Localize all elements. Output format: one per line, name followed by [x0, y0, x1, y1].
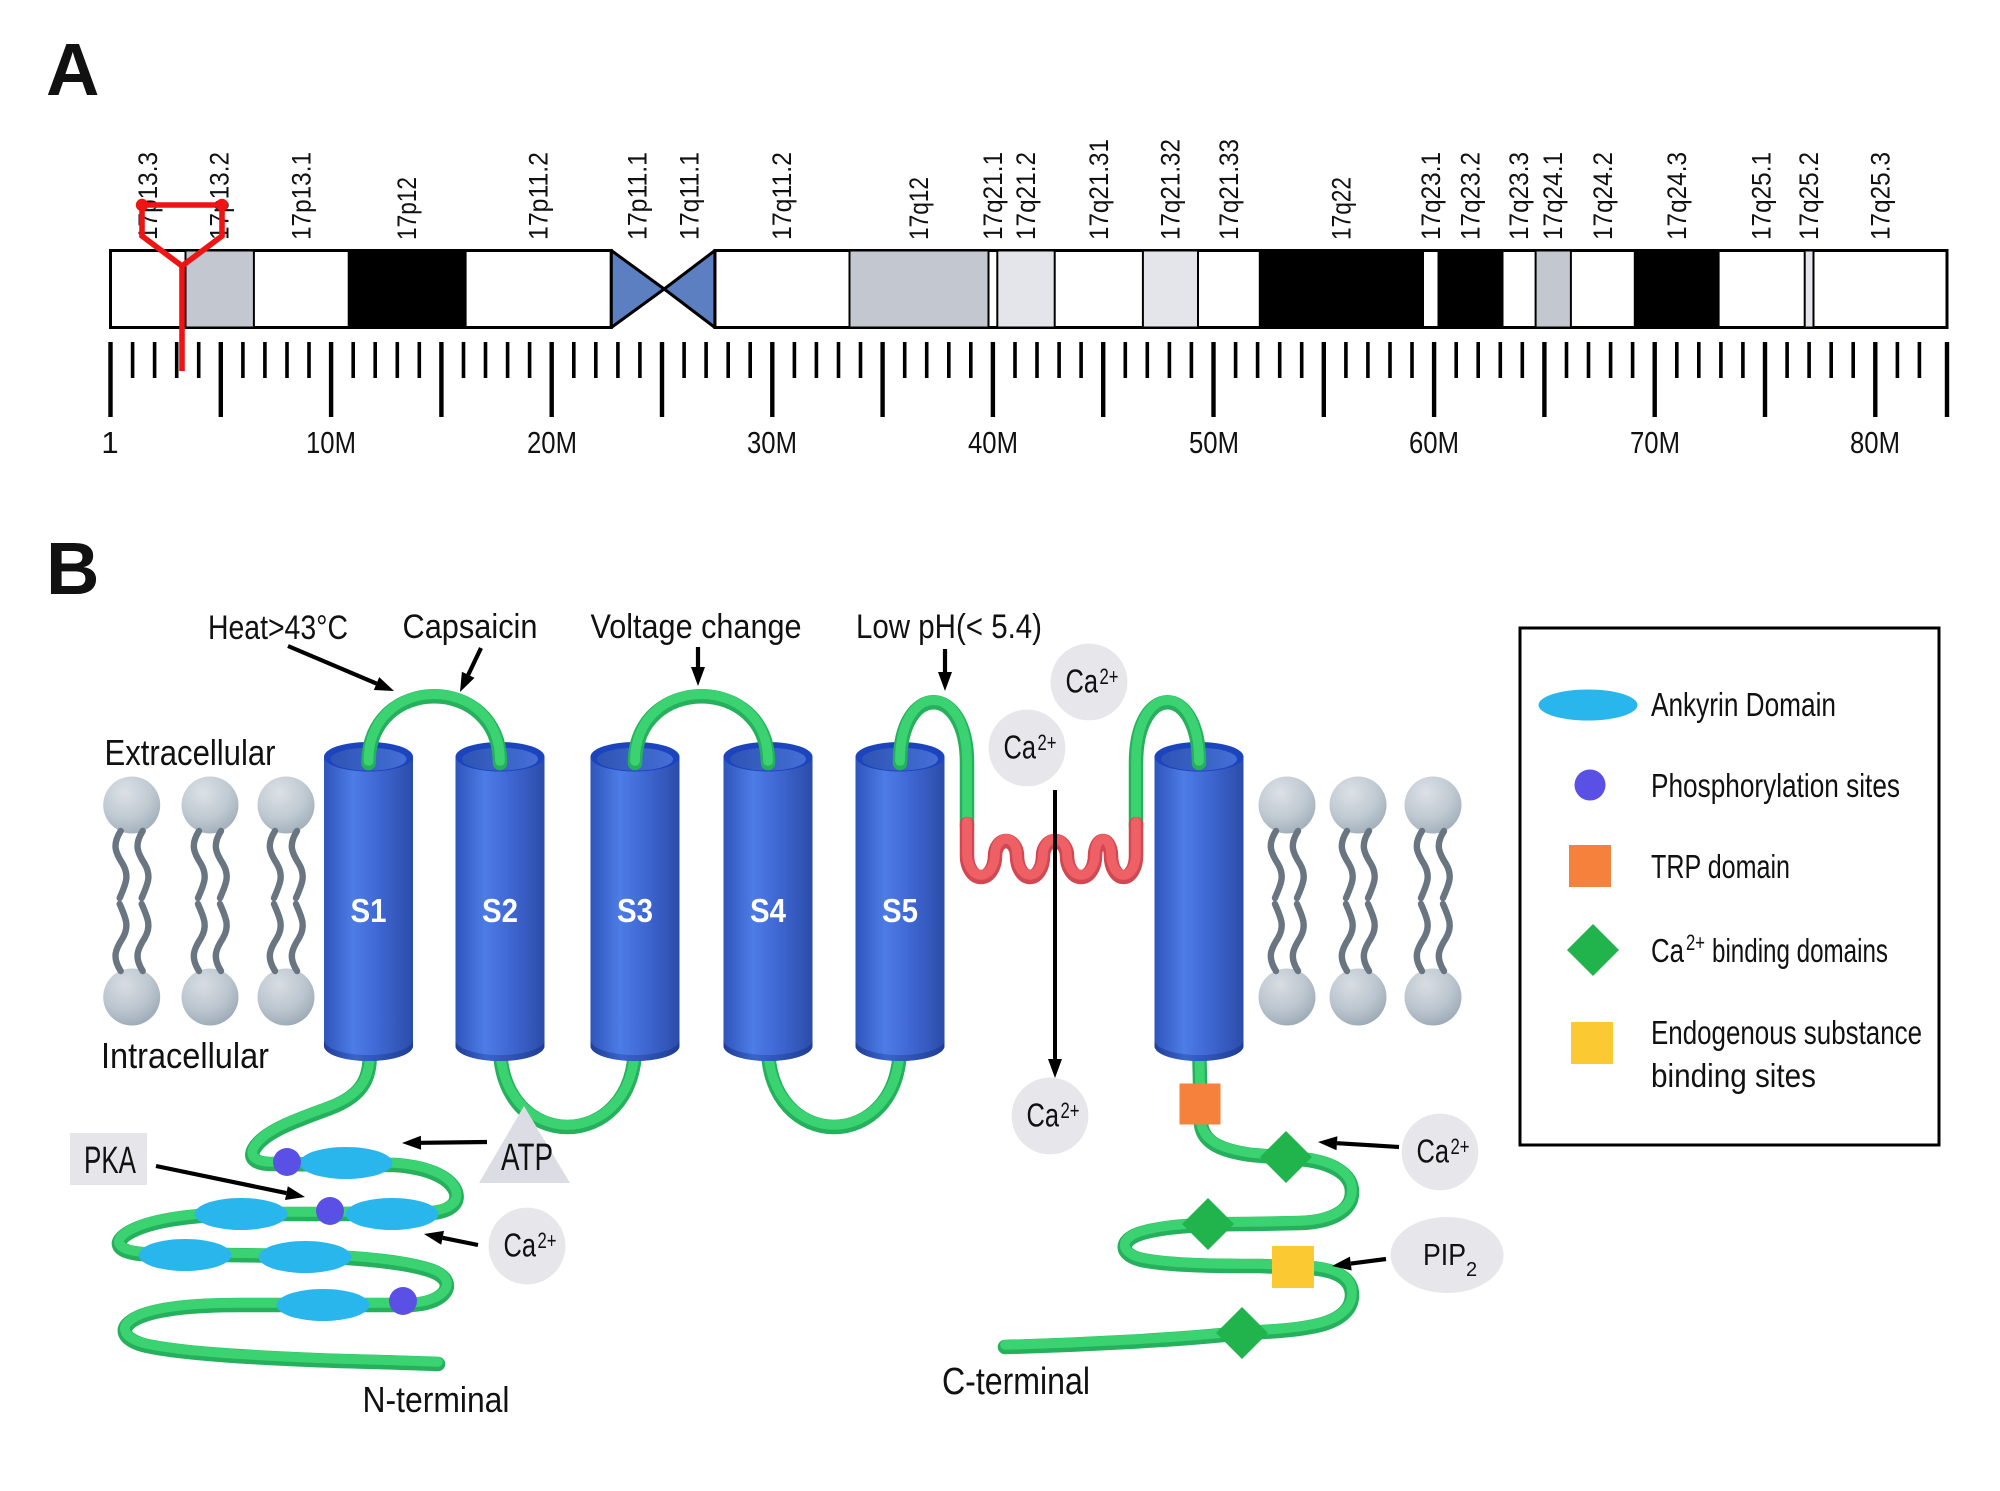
- svg-text:2+: 2+: [1100, 664, 1119, 689]
- svg-text:TRP domain: TRP domain: [1651, 848, 1790, 885]
- svg-text:17q23.3: 17q23.3: [1504, 152, 1534, 240]
- svg-text:17q21.1: 17q21.1: [978, 152, 1008, 240]
- svg-text:Ca: Ca: [504, 1228, 537, 1265]
- svg-text:10M: 10M: [306, 425, 356, 460]
- svg-text:17q11.1: 17q11.1: [675, 152, 705, 240]
- svg-text:17p13.3: 17p13.3: [133, 152, 163, 240]
- svg-text:17p11.2: 17p11.2: [524, 152, 554, 240]
- svg-text:Intracellular: Intracellular: [101, 1035, 269, 1076]
- svg-text:17p11.1: 17p11.1: [623, 152, 653, 240]
- svg-text:Capsaicin: Capsaicin: [403, 608, 538, 646]
- svg-text:S4: S4: [750, 892, 787, 929]
- svg-text:1: 1: [101, 425, 118, 460]
- svg-text:binding sites: binding sites: [1651, 1057, 1816, 1094]
- svg-text:17q25.1: 17q25.1: [1747, 152, 1777, 240]
- svg-text:Extracellular: Extracellular: [105, 732, 276, 773]
- svg-text:Voltage change: Voltage change: [591, 608, 802, 646]
- svg-text:20M: 20M: [527, 425, 577, 460]
- svg-text:2+: 2+: [1451, 1134, 1470, 1159]
- svg-text:30M: 30M: [747, 425, 797, 460]
- svg-text:Endogenous substance: Endogenous substance: [1651, 1014, 1922, 1051]
- svg-text:40M: 40M: [968, 425, 1018, 460]
- svg-text:17p13.1: 17p13.1: [286, 152, 316, 240]
- svg-text:Ca: Ca: [1027, 1098, 1060, 1135]
- svg-text:S3: S3: [617, 892, 653, 929]
- svg-text:60M: 60M: [1409, 425, 1459, 460]
- svg-text:PIP: PIP: [1423, 1237, 1466, 1272]
- svg-text:17q24.2: 17q24.2: [1588, 152, 1618, 240]
- svg-text:B: B: [46, 527, 99, 610]
- svg-text:50M: 50M: [1189, 425, 1239, 460]
- svg-text:2+: 2+: [538, 1228, 557, 1253]
- svg-text:2: 2: [1466, 1259, 1477, 1281]
- svg-text:Ca: Ca: [1417, 1134, 1450, 1171]
- svg-text:Low pH(< 5.4): Low pH(< 5.4): [856, 608, 1042, 646]
- svg-text:17q21.33: 17q21.33: [1214, 139, 1244, 240]
- svg-text:17q21.32: 17q21.32: [1156, 139, 1186, 240]
- svg-text:17q11.2: 17q11.2: [767, 152, 797, 240]
- svg-text:17q24.3: 17q24.3: [1662, 152, 1692, 240]
- svg-text:70M: 70M: [1630, 425, 1680, 460]
- svg-text:N-terminal: N-terminal: [363, 1379, 510, 1420]
- svg-text:PKA: PKA: [84, 1140, 136, 1182]
- svg-text:17q12: 17q12: [904, 177, 934, 240]
- svg-text:binding domains: binding domains: [1712, 932, 1888, 969]
- svg-text:2+: 2+: [1686, 930, 1705, 955]
- svg-text:S5: S5: [882, 892, 918, 929]
- svg-text:A: A: [46, 28, 99, 111]
- svg-text:S2: S2: [482, 892, 518, 929]
- svg-text:17q21.2: 17q21.2: [1011, 152, 1041, 240]
- svg-text:17q23.1: 17q23.1: [1416, 152, 1446, 240]
- svg-text:Phosphorylation sites: Phosphorylation sites: [1651, 767, 1900, 804]
- svg-text:17p12: 17p12: [392, 177, 422, 240]
- svg-text:Ca: Ca: [1004, 730, 1037, 767]
- svg-text:2+: 2+: [1061, 1098, 1080, 1123]
- svg-text:17q25.2: 17q25.2: [1794, 152, 1824, 240]
- svg-text:Ankyrin Domain: Ankyrin Domain: [1651, 686, 1836, 723]
- svg-text:Ca: Ca: [1651, 932, 1685, 969]
- svg-text:S1: S1: [351, 892, 387, 929]
- svg-text:17q21.31: 17q21.31: [1084, 139, 1114, 240]
- svg-text:Ca: Ca: [1066, 664, 1099, 701]
- svg-text:17q25.3: 17q25.3: [1865, 152, 1895, 240]
- svg-text:17q24.1: 17q24.1: [1538, 152, 1568, 240]
- svg-text:ATP: ATP: [501, 1137, 553, 1179]
- svg-text:17q23.2: 17q23.2: [1456, 152, 1486, 240]
- svg-text:C-terminal: C-terminal: [942, 1361, 1090, 1403]
- svg-text:2+: 2+: [1038, 730, 1057, 755]
- svg-text:Heat>43°C: Heat>43°C: [208, 609, 348, 647]
- svg-text:17q22: 17q22: [1326, 177, 1356, 240]
- svg-text:80M: 80M: [1850, 425, 1900, 460]
